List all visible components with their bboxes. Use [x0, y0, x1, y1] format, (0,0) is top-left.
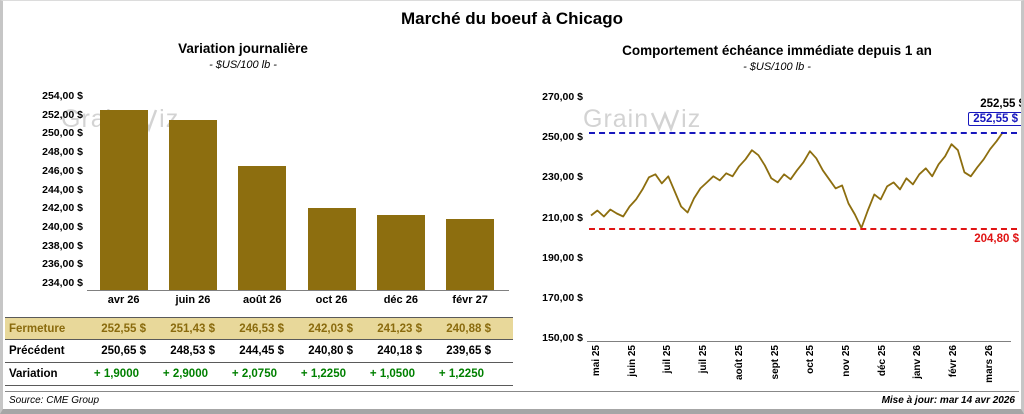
- bar-y-tick-label: 244,00 $: [42, 183, 83, 196]
- daily-variation-bar-chart: Grain iz 254,00 $252,00 $250,00 $248,00 …: [3, 79, 517, 317]
- table-cell: 251,43 $: [170, 322, 215, 335]
- closing-price-bar: [168, 120, 217, 290]
- bar-x-tick-label: déc 26: [383, 294, 418, 306]
- line-x-tick-label: août 25: [733, 345, 745, 381]
- row-label: Variation: [9, 368, 58, 380]
- table-cell: + 1,9000: [93, 368, 139, 380]
- bar-y-tick-label: 248,00 $: [42, 146, 83, 159]
- table-cell: 240,88 $: [446, 322, 491, 335]
- closing-price-bar: [446, 218, 495, 290]
- row-label: Précédent: [9, 345, 65, 357]
- line-x-tick-label: sept 25: [769, 345, 781, 380]
- high-reference-label: 252,55 $: [968, 112, 1021, 127]
- closing-price-bar: [99, 109, 148, 290]
- one-year-line-chart: Grain iz 270,00 $250,00 $230,00 $210,00 …: [519, 79, 1024, 409]
- line-y-tick-label: 190,00 $: [542, 251, 583, 264]
- table-cell: 248,53 $: [170, 345, 215, 357]
- bar-y-tick-label: 246,00 $: [42, 164, 83, 177]
- table-cell: 252,55 $: [101, 322, 146, 335]
- price-table-row-variation: Variation + 1,9000 + 2,9000 + 2,0750 + 1,225…: [5, 363, 513, 386]
- bar-x-tick-label: août 26: [242, 294, 282, 306]
- line-y-tick-label: 150,00 $: [542, 332, 583, 345]
- bar-x-tick-label: juin 26: [175, 294, 211, 306]
- line-x-tick-label: juil 25: [662, 345, 674, 374]
- bar-y-tick-label: 252,00 $: [42, 108, 83, 121]
- bar-x-tick-label: févr 27: [452, 294, 488, 306]
- table-cell: 240,80 $: [308, 345, 353, 357]
- line-y-tick-label: 170,00 $: [542, 291, 583, 304]
- line-chart-title: Comportement échéance immédiate depuis 1…: [622, 43, 932, 58]
- line-x-tick-label: mai 25: [591, 345, 602, 377]
- line-x-tick-label: janv 26: [912, 345, 924, 379]
- table-cell: 239,65 $: [446, 345, 491, 357]
- bar-x-tick-label: avr 26: [107, 294, 140, 306]
- bar-y-tick-label: 236,00 $: [42, 258, 83, 271]
- table-cell: + 2,9000: [162, 368, 208, 380]
- table-cell: 242,03 $: [308, 322, 353, 335]
- line-x-tick-label: oct 25: [805, 345, 817, 374]
- bar-y-tick-label: 254,00 $: [42, 90, 83, 102]
- line-x-axis-line: [587, 341, 1011, 342]
- bar-x-tick-label: oct 26: [315, 294, 348, 306]
- line-y-tick-label: 270,00 $: [542, 91, 583, 103]
- price-table-row-fermeture: Fermeture 252,55 $ 251,43 $ 246,53 $ 242,03 …: [5, 317, 513, 340]
- closing-price-bar: [307, 207, 356, 290]
- update-note: Mise à jour: mar 14 avr 2026: [881, 395, 1015, 406]
- bar-y-tick-label: 238,00 $: [42, 239, 83, 252]
- footer-divider: [5, 391, 1019, 392]
- table-cell: + 2,0750: [231, 368, 277, 380]
- price-table: Fermeture 252,55 $ 251,43 $ 246,53 $ 242,03 …: [5, 317, 513, 386]
- row-label: Fermeture: [9, 322, 66, 335]
- last-price-label: 252,55 $: [980, 98, 1024, 110]
- line-x-tick-label: nov 25: [840, 345, 852, 377]
- closing-price-bar: [238, 165, 287, 290]
- table-cell: + 1,0500: [369, 368, 415, 380]
- line-x-tick-label: mars 26: [983, 345, 995, 383]
- line-x-tick-label: juil 25: [698, 345, 710, 374]
- bar-chart-subtitle: - $US/100 lb -: [209, 59, 277, 71]
- price-line: [590, 131, 1004, 229]
- bar-y-tick-label: 240,00 $: [42, 220, 83, 233]
- line-x-tick-label: févr 26: [948, 345, 959, 378]
- source-note: Source: CME Group: [9, 395, 100, 406]
- line-y-tick-label: 250,00 $: [542, 131, 583, 144]
- bar-y-tick-label: 242,00 $: [42, 202, 83, 215]
- low-reference-line: [589, 227, 1017, 230]
- table-cell: + 1,2250: [438, 368, 484, 380]
- bar-x-axis-line: [87, 290, 509, 291]
- table-cell: 250,65 $: [101, 345, 146, 357]
- line-y-tick-label: 230,00 $: [542, 171, 583, 184]
- bar-y-tick-label: 250,00 $: [42, 127, 83, 140]
- high-reference-line: [589, 132, 1017, 135]
- bar-chart-title: Variation journalière: [178, 41, 308, 56]
- table-cell: 241,23 $: [377, 322, 422, 335]
- line-y-tick-label: 210,00 $: [542, 211, 583, 224]
- price-table-row-precedent: Précédent 250,65 $ 248,53 $ 244,45 $ 240,80 …: [5, 340, 513, 363]
- table-cell: 244,45 $: [239, 345, 284, 357]
- table-cell: 240,18 $: [377, 345, 422, 357]
- closing-price-bar: [376, 215, 425, 290]
- line-x-tick-label: déc 25: [876, 345, 888, 377]
- price-line-canvas: [590, 131, 1004, 229]
- line-chart-subtitle: - $US/100 lb -: [743, 61, 811, 73]
- page-title: Marché du boeuf à Chicago: [401, 9, 623, 28]
- table-cell: 246,53 $: [239, 322, 284, 335]
- bar-y-tick-label: 234,00 $: [42, 277, 83, 289]
- line-x-tick-label: juin 25: [626, 345, 638, 377]
- low-reference-label: 204,80 $: [974, 232, 1019, 245]
- table-cell: + 1,2250: [300, 368, 346, 380]
